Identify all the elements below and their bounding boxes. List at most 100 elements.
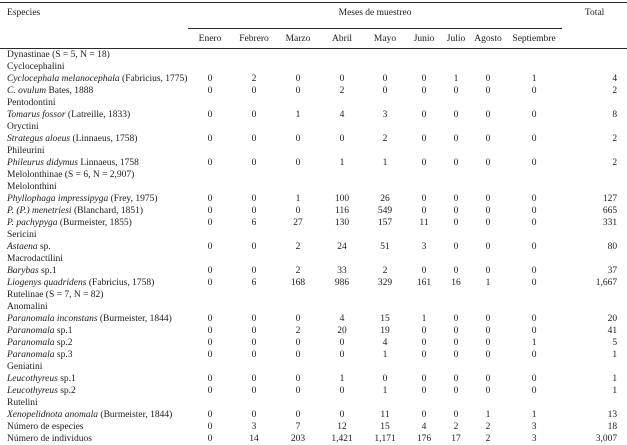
group-row: Phileurini [0,145,627,157]
group-label: Oryctini [7,122,39,132]
table-body: Dynastinae (S = 5, N = 18) Cyclocephalini… [0,49,627,445]
count-cell: 0 [339,386,345,396]
count-cell: 0 [453,374,459,384]
count-cell: 0 [251,410,257,420]
count-cell: 0 [421,410,427,420]
count-cell: 1 [531,338,537,348]
count-cell: 0 [207,86,213,96]
total-cell: 1 [612,350,618,360]
species-name: Astaena sp. [7,242,51,252]
table-row: Barybas sp.1 0 0 2 33 2 0 0 0 0 37 [0,265,627,277]
count-cell: 2 [295,242,301,252]
summary-label: Número de especies [7,422,84,432]
count-cell: 3 [382,110,388,120]
total-cell: 41 [607,326,618,336]
count-cell: 1 [339,374,345,384]
species-name: P. pachypyga (Burmeister, 1855) [7,218,132,228]
species-name: Leucothyreus sp.1 [7,374,76,384]
count-cell: 0 [295,74,301,84]
total-cell: 80 [607,242,618,252]
count-cell: 20 [337,326,347,336]
count-cell: 0 [531,110,537,120]
count-cell: 1 [485,410,491,420]
count-cell: 0 [207,194,213,204]
group-row: Cyclocephalini [0,61,627,73]
count-cell: 1,421 [331,434,353,444]
species-name: Strategus aloeus (Linnaeus, 1758) [7,134,138,144]
count-cell: 4 [382,338,388,348]
count-cell: 0 [453,242,459,252]
count-cell: 6 [251,218,257,228]
count-cell: 12 [337,422,347,432]
count-cell: 0 [207,266,213,276]
count-cell: 0 [251,242,257,252]
table-row: Tomarus fossor (Latreille, 1833) 0 0 1 4 3 0 0 0… [0,109,627,121]
species-name: Paranomala sp.1 [7,326,73,336]
count-cell: 11 [419,218,429,228]
count-cell: 0 [251,206,257,216]
total-cell: 3,007 [595,434,618,444]
total-cell: 37 [607,266,618,276]
count-cell: 0 [339,410,345,420]
count-cell: 176 [416,434,432,444]
especies-header: Especies [0,2,188,49]
count-cell: 2 [485,422,491,432]
total-cell: 331 [602,218,618,228]
total-cell: 127 [602,194,618,204]
total-cell: 2 [612,134,618,144]
count-cell: 1 [531,74,537,84]
group-label: Anomalini [7,302,48,312]
count-cell: 4 [339,314,345,324]
count-cell: 0 [531,386,537,396]
group-label: Melolonthinae (S = 6, N = 2,907) [7,170,135,180]
count-cell: 0 [251,386,257,396]
group-label: Melolonthini [7,182,57,192]
count-cell: 11 [380,410,390,420]
count-cell: 14 [249,434,259,444]
group-row: Rutelini [0,397,627,409]
table-row: Número de individuos 0 14 203 1,421 1,171 176 1… [0,433,627,445]
species-name: Tomarus fossor (Latreille, 1833) [7,110,131,120]
count-cell: 0 [295,386,301,396]
total-cell: 1 [612,374,618,384]
count-cell: 0 [531,242,537,252]
species-name: P. (P.) menetriesi (Blanchard, 1851) [7,206,144,216]
count-cell: 1 [531,410,537,420]
count-cell: 0 [295,374,301,384]
count-cell: 0 [453,386,459,396]
count-cell: 0 [453,218,459,228]
count-cell: 0 [207,410,213,420]
month-header-septiembre: Septiembre [506,28,563,49]
count-cell: 0 [339,338,345,348]
count-cell: 0 [207,374,213,384]
count-cell: 0 [251,350,257,360]
month-header-febrero: Febrero [232,28,276,49]
species-name: Paranomala sp.3 [7,350,73,360]
count-cell: 1 [485,278,491,288]
species-name: Liogenys quadridens (Fabricius, 1758) [7,278,155,288]
count-cell: 0 [453,314,459,324]
count-cell: 0 [207,74,213,84]
count-cell: 0 [339,350,345,360]
group-label: Dynastinae (S = 5, N = 18) [7,50,110,60]
count-cell: 0 [531,326,537,336]
count-cell: 0 [421,206,427,216]
count-cell: 0 [207,350,213,360]
count-cell: 0 [295,314,301,324]
count-cell: 2 [382,266,388,276]
count-cell: 0 [453,338,459,348]
table-row: P. (P.) menetriesi (Blanchard, 1851) 0 0 0 1… [0,205,627,217]
count-cell: 51 [380,242,390,252]
count-cell: 0 [421,326,427,336]
group-row: Melolonthinae (S = 6, N = 2,907) [0,169,627,181]
total-cell: 2 [612,158,618,168]
count-cell: 0 [453,86,459,96]
count-cell: 0 [421,134,427,144]
month-header-enero: Enero [188,28,232,49]
count-cell: 3 [421,242,427,252]
count-cell: 0 [485,158,491,168]
count-cell: 0 [421,158,427,168]
count-cell: 0 [421,266,427,276]
count-cell: 0 [485,326,491,336]
